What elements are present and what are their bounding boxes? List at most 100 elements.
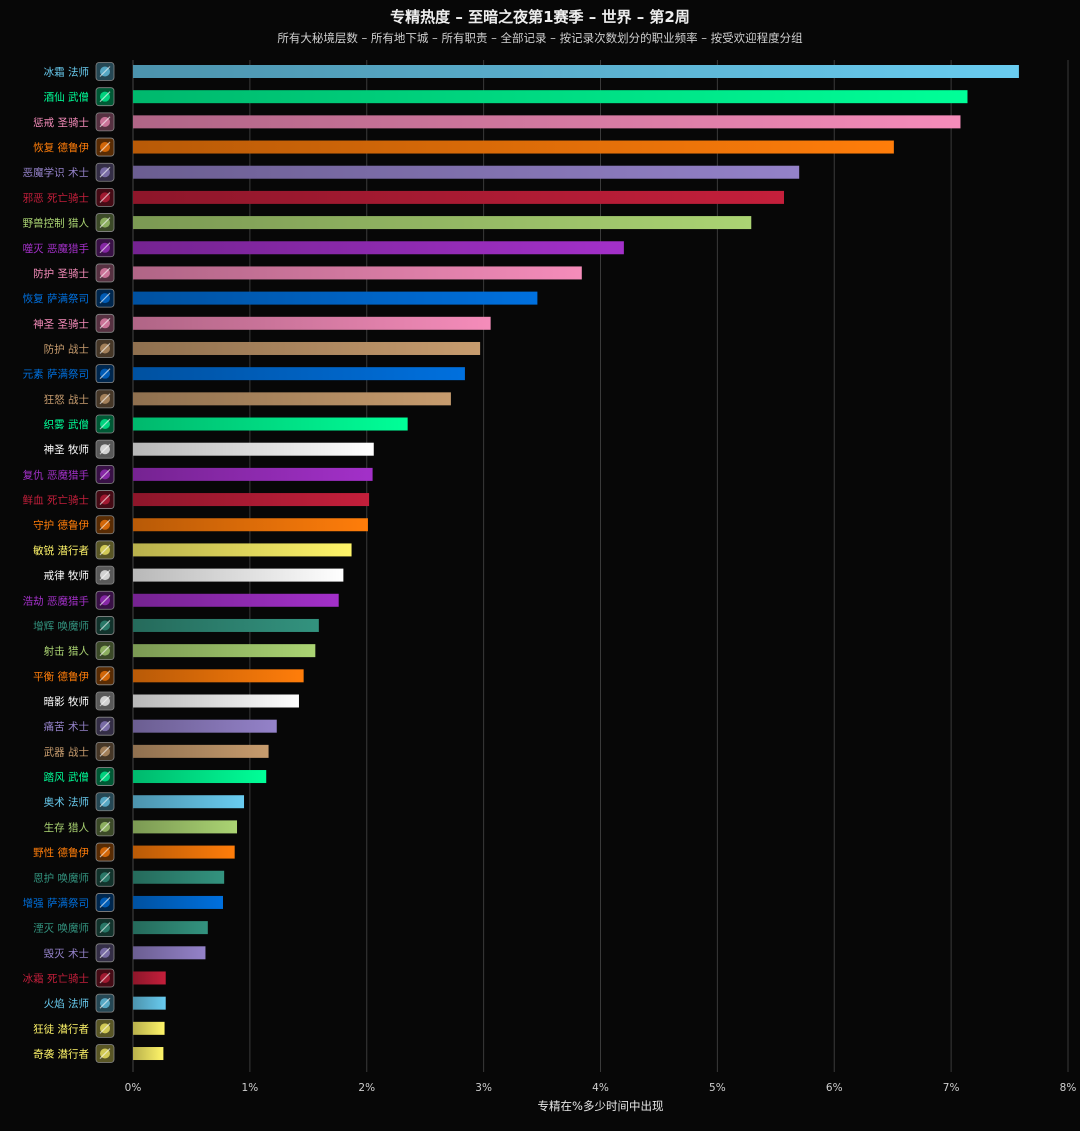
spec-label: 增强 萨满祭司 — [23, 896, 89, 909]
enhancement-shaman-icon — [95, 893, 115, 912]
restoration-shaman-icon — [95, 288, 115, 308]
demonology-warlock-icon — [95, 162, 115, 182]
devourer-demon-hunter-icon — [95, 238, 115, 258]
bar — [133, 65, 1019, 78]
spec-label: 神圣 牧师 — [44, 443, 89, 456]
survival-hunter-icon — [95, 817, 115, 837]
bar — [133, 392, 451, 406]
elemental-shaman-icon — [95, 364, 115, 384]
holy-priest-icon — [95, 439, 115, 459]
bar — [133, 1021, 165, 1035]
spec-label: 野性 德鲁伊 — [33, 846, 89, 859]
fire-mage-icon — [95, 993, 115, 1013]
bar — [133, 921, 208, 935]
spec-label: 敏锐 潜行者 — [33, 544, 89, 557]
unholy-death-knight-icon — [95, 187, 115, 207]
bar — [133, 593, 339, 607]
bar — [133, 115, 961, 129]
bar — [133, 719, 277, 733]
x-tick-label: 0% — [125, 1082, 142, 1094]
mistweaver-monk-icon — [95, 414, 115, 434]
spec-label: 狂怒 战士 — [44, 393, 89, 406]
bar — [133, 442, 374, 456]
holy-paladin-icon — [95, 313, 115, 333]
bar — [133, 618, 319, 632]
spec-label: 恶魔学识 术士 — [23, 166, 89, 179]
spec-label: 冰霜 法师 — [44, 66, 89, 79]
spec-label: 鲜血 死亡骑士 — [23, 494, 89, 507]
bar — [133, 216, 752, 230]
x-tick-label: 3% — [475, 1082, 492, 1094]
x-axis-label: 专精在%多少时间中出现 — [537, 1099, 664, 1113]
bar — [133, 417, 408, 431]
spec-label: 恢复 萨满祭司 — [23, 292, 89, 305]
bar — [133, 870, 225, 884]
protection-paladin-icon — [95, 263, 115, 283]
bar — [133, 266, 582, 280]
spec-label: 平衡 德鲁伊 — [33, 670, 89, 683]
destruction-warlock-icon — [95, 943, 115, 963]
x-tick-label: 6% — [826, 1082, 843, 1094]
bar — [133, 694, 299, 708]
spec-label: 毁灭 术士 — [44, 947, 89, 960]
brewmaster-monk-icon — [95, 87, 115, 107]
bar — [133, 744, 269, 758]
bar — [133, 241, 624, 255]
blood-death-knight-icon — [95, 490, 115, 509]
bar — [133, 644, 316, 658]
spec-label: 增辉 唤魔师 — [33, 619, 89, 632]
x-tick-label: 1% — [242, 1082, 259, 1094]
arcane-mage-icon — [95, 792, 115, 812]
spec-label: 痛苦 术士 — [44, 720, 89, 733]
spec-label: 神圣 圣骑士 — [33, 317, 89, 330]
spec-label: 踏风 武僧 — [44, 771, 89, 784]
bar — [133, 518, 368, 532]
bar — [133, 895, 223, 909]
bar — [133, 90, 968, 104]
bar — [133, 493, 370, 507]
bar — [133, 946, 206, 960]
bar — [133, 140, 894, 154]
spec-label: 暗影 牧师 — [44, 695, 89, 708]
bar — [133, 367, 465, 381]
spec-label: 恢复 德鲁伊 — [33, 141, 89, 154]
chart-subtitle: 所有大秘境层数 – 所有地下城 – 所有职责 – 全部记录 – 按记录次数划分的… — [277, 31, 803, 45]
bar — [133, 845, 235, 859]
x-tick-label: 2% — [358, 1082, 375, 1094]
grid-layer — [132, 60, 1069, 1072]
x-tick-label: 5% — [709, 1082, 726, 1094]
vengeance-demon-hunter-icon — [95, 464, 115, 484]
spec-label: 射击 猎人 — [44, 645, 90, 658]
spec-label: 奇袭 潜行者 — [33, 1048, 89, 1061]
outlaw-rogue-icon — [95, 1018, 115, 1038]
bar — [133, 795, 245, 809]
bar — [133, 190, 784, 204]
x-tick-label: 4% — [592, 1082, 609, 1094]
havoc-demon-hunter-icon — [95, 590, 115, 610]
protection-warrior-icon — [95, 339, 115, 358]
spec-label: 防护 圣骑士 — [33, 267, 89, 280]
spec-label: 冰霜 死亡骑士 — [23, 972, 89, 985]
retribution-paladin-icon — [95, 112, 115, 132]
spec-label: 复仇 恶魔猎手 — [23, 468, 89, 481]
shadow-priest-icon — [95, 691, 115, 711]
bar — [133, 770, 267, 784]
bar-layer — [133, 65, 1019, 1061]
restoration-druid-icon — [95, 137, 115, 157]
bar — [133, 996, 166, 1010]
bar — [133, 568, 344, 582]
spec-label: 武器 战士 — [44, 745, 89, 758]
frost-death-knight-icon — [95, 968, 115, 988]
spec-label: 惩戒 圣骑士 — [33, 116, 89, 129]
tick-layer: 0% 1% 2% 3% 4% 5% 6% 7% 8% — [125, 1082, 1077, 1094]
spec-label: 噬灭 恶魔猎手 — [23, 242, 89, 255]
bar — [133, 669, 304, 683]
bar — [133, 543, 352, 557]
x-tick-label: 8% — [1060, 1082, 1077, 1094]
affliction-warlock-icon — [95, 716, 115, 736]
spec-label: 邪恶 死亡骑士 — [23, 191, 89, 204]
bar — [133, 316, 491, 330]
spec-label: 狂徒 潜行者 — [33, 1022, 89, 1035]
